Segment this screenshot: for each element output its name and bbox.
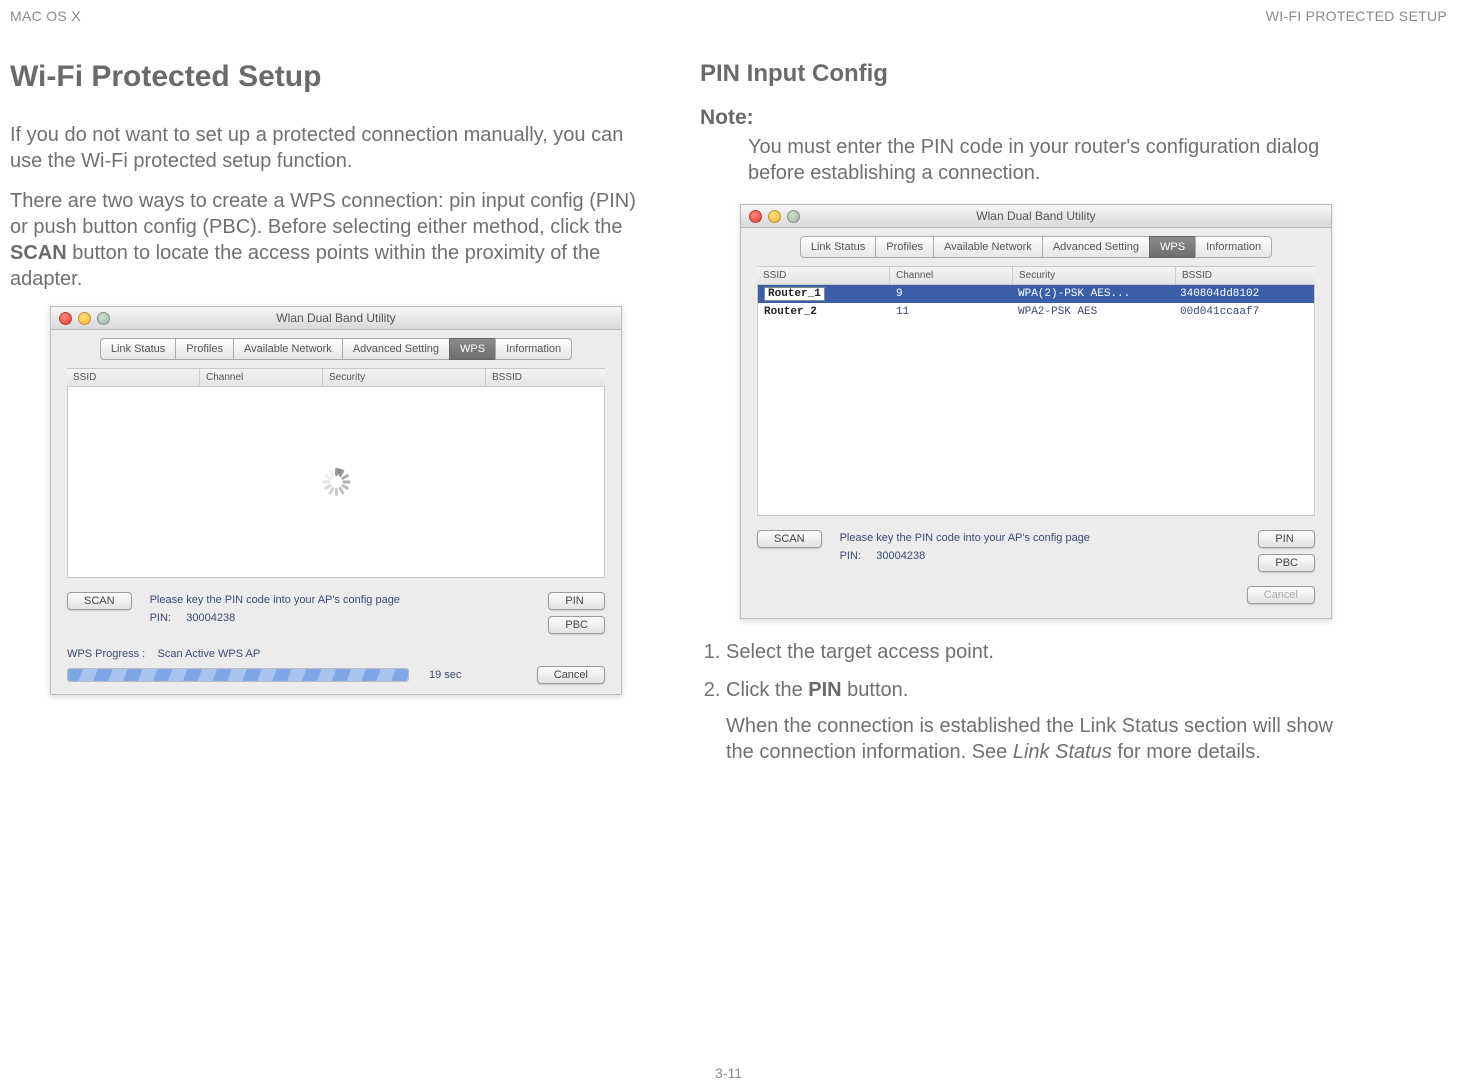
header-left-os: MAC OS X — [10, 8, 81, 24]
col-ssid: SSID — [757, 267, 890, 284]
wps-progress-line: WPS Progress : Scan Active WPS AP — [67, 648, 605, 660]
ap-list-header: SSID Channel Security BSSID — [67, 368, 605, 387]
tab-profiles[interactable]: Profiles — [875, 236, 934, 258]
col-security: Security — [323, 369, 486, 386]
tab-link-status[interactable]: Link Status — [100, 338, 176, 360]
scan-button[interactable]: SCAN — [757, 530, 822, 548]
step-2: Click the PIN button. When the connectio… — [726, 677, 1340, 765]
tab-information[interactable]: Information — [1195, 236, 1272, 258]
ap-list-body: Router_1 9 WPA(2)-PSK AES... 340804dd810… — [757, 285, 1315, 516]
scan-keyword: SCAN — [10, 242, 67, 264]
col-channel: Channel — [890, 267, 1013, 284]
left-column: Wi-Fi Protected Setup If you do not want… — [10, 60, 650, 715]
col-channel: Channel — [200, 369, 323, 386]
ap-security: WPA(2)-PSK AES... — [1012, 288, 1174, 300]
ap-row-selected[interactable]: Router_1 9 WPA(2)-PSK AES... 340804dd810… — [758, 285, 1314, 303]
wps-dialog-aplist: Wlan Dual Band Utility Link Status Profi… — [740, 204, 1332, 619]
step-2-sub-b: for more details. — [1112, 741, 1261, 763]
intro-para-2a: There are two ways to create a WPS conne… — [10, 190, 636, 238]
pin-area: SCAN Please key the PIN code into your A… — [67, 592, 605, 634]
ap-channel: 11 — [890, 306, 1012, 318]
ap-bssid: 340804dd8102 — [1174, 288, 1314, 300]
progress-bar — [67, 668, 409, 682]
cancel-button[interactable]: Cancel — [1247, 586, 1315, 604]
col-bssid: BSSID — [486, 369, 605, 386]
pin-value: 30004238 — [876, 550, 925, 562]
header-right-section: WI-FI PROTECTED SETUP — [1266, 8, 1447, 24]
titlebar: Wlan Dual Band Utility — [741, 205, 1331, 228]
col-security: Security — [1013, 267, 1176, 284]
page-title: Wi-Fi Protected Setup — [10, 60, 650, 94]
note-body: You must enter the PIN code in your rout… — [748, 134, 1340, 186]
tab-wps[interactable]: WPS — [1149, 236, 1196, 258]
titlebar: Wlan Dual Band Utility — [51, 307, 621, 330]
tab-bar: Link Status Profiles Available Network A… — [51, 330, 621, 360]
note-label: Note: — [700, 106, 1340, 130]
cancel-button[interactable]: Cancel — [537, 666, 605, 684]
pbc-button[interactable]: PBC — [548, 616, 605, 634]
tab-link-status[interactable]: Link Status — [800, 236, 876, 258]
pin-info: Please key the PIN code into your AP's c… — [840, 530, 1245, 565]
ap-row[interactable]: Router_2 11 WPA2-PSK AES 00d041ccaaf7 — [758, 303, 1314, 321]
loading-spinner-icon — [322, 468, 350, 496]
intro-para-2c: button to locate the access points withi… — [10, 242, 600, 290]
steps-list: Select the target access point. Click th… — [700, 639, 1340, 765]
ap-ssid: Router_1 — [764, 287, 825, 301]
col-bssid: BSSID — [1176, 267, 1315, 284]
tab-bar: Link Status Profiles Available Network A… — [741, 228, 1331, 258]
window-title: Wlan Dual Band Utility — [741, 209, 1331, 223]
step-2c: button. — [842, 679, 909, 701]
col-ssid: SSID — [67, 369, 200, 386]
progress-bar-row: 19 sec Cancel — [67, 668, 605, 682]
wps-progress-label: WPS Progress : — [67, 648, 145, 660]
tab-available-network[interactable]: Available Network — [233, 338, 343, 360]
pin-label: PIN: — [840, 550, 861, 562]
ap-bssid: 00d041ccaaf7 — [1174, 306, 1314, 318]
pin-message: Please key the PIN code into your AP's c… — [840, 530, 1245, 548]
tab-advanced-setting[interactable]: Advanced Setting — [342, 338, 450, 360]
intro-para-2: There are two ways to create a WPS conne… — [10, 188, 650, 292]
tab-wps[interactable]: WPS — [449, 338, 496, 360]
pin-value: 30004238 — [186, 612, 235, 624]
ap-list-header: SSID Channel Security BSSID — [757, 266, 1315, 285]
progress-time: 19 sec — [429, 669, 461, 681]
step-2-sub: When the connection is established the L… — [726, 713, 1340, 765]
intro-para-1: If you do not want to set up a protected… — [10, 122, 650, 174]
ap-list-body-empty — [67, 387, 605, 578]
page-number: 3-11 — [0, 1065, 1457, 1081]
section-title-pin-config: PIN Input Config — [700, 60, 1340, 88]
link-status-ref: Link Status — [1013, 741, 1112, 763]
window-title: Wlan Dual Band Utility — [51, 311, 621, 325]
scan-button[interactable]: SCAN — [67, 592, 132, 610]
pin-label: PIN: — [150, 612, 171, 624]
wps-progress-status: Scan Active WPS AP — [157, 648, 260, 660]
pin-button[interactable]: PIN — [1258, 530, 1315, 548]
pin-button[interactable]: PIN — [548, 592, 605, 610]
pbc-button[interactable]: PBC — [1258, 554, 1315, 572]
pin-info: Please key the PIN code into your AP's c… — [150, 592, 535, 627]
wps-dialog-scanning: Wlan Dual Band Utility Link Status Profi… — [50, 306, 622, 695]
pin-area: SCAN Please key the PIN code into your A… — [757, 530, 1315, 572]
ap-ssid: Router_2 — [758, 306, 890, 318]
tab-profiles[interactable]: Profiles — [175, 338, 234, 360]
right-column: PIN Input Config Note: You must enter th… — [700, 60, 1340, 785]
tab-information[interactable]: Information — [495, 338, 572, 360]
step-1-text: Select the target access point. — [726, 641, 994, 663]
pin-keyword: PIN — [808, 679, 841, 701]
step-2a: Click the — [726, 679, 808, 701]
ap-channel: 9 — [890, 288, 1012, 300]
pin-message: Please key the PIN code into your AP's c… — [150, 592, 535, 610]
ap-security: WPA2-PSK AES — [1012, 306, 1174, 318]
step-1: Select the target access point. — [726, 639, 1340, 665]
tab-available-network[interactable]: Available Network — [933, 236, 1043, 258]
tab-advanced-setting[interactable]: Advanced Setting — [1042, 236, 1150, 258]
